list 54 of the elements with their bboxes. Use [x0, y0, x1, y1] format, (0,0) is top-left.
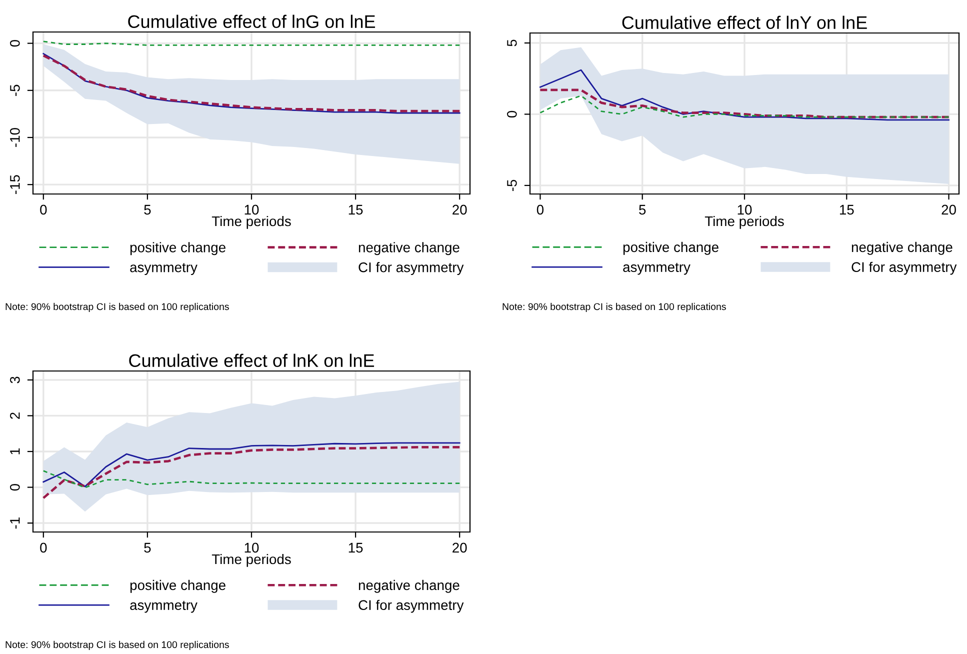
legend-label: positive change [130, 580, 226, 593]
text: CI for asymmetry [358, 262, 464, 275]
text: Note: 90% bootstrap CI is based on 100 replications [502, 302, 726, 312]
legend-label: negative change [358, 580, 460, 593]
legend-label: positive change [623, 242, 718, 255]
x-tick-label: 0 [40, 542, 47, 553]
x-axis-title: Time periods [704, 216, 784, 229]
chart-title: Cumulative effect of lnK on lnE [129, 354, 374, 368]
text: Note: 90% bootstrap CI is based on 100 replications [6, 640, 229, 650]
legend-label: asymmetry [130, 263, 198, 275]
x-tick-label: 20 [452, 204, 467, 215]
y-tick-label: 0 [10, 484, 20, 491]
y-tick-label: 0 [10, 40, 20, 47]
x-tick-label: 10 [244, 204, 259, 215]
x-tick-label: 10 [738, 204, 752, 215]
chart-title: Cumulative effect of lnG on lnE [128, 14, 376, 28]
line-series [42, 442, 460, 488]
chart-title: Cumulative effect of lnY on lnE [622, 16, 867, 30]
line-series [42, 446, 461, 500]
text: CI for asymmetry [358, 600, 464, 613]
x-tick-label: 15 [348, 204, 363, 215]
y-tick-label: 5 [507, 40, 517, 46]
line-series [42, 470, 460, 488]
legend-label: asymmetry [130, 600, 198, 613]
x-axis-title: Time periods [212, 216, 291, 229]
x-tick-label: 0 [536, 204, 544, 215]
text: Note: 90% bootstrap CI is based on 100 replications [6, 302, 229, 312]
text: CI for asymmetry [852, 262, 957, 275]
y-tick-label: -5 [507, 180, 517, 192]
x-tick-label: 20 [452, 542, 467, 553]
x-tick-label: 0 [40, 204, 47, 215]
y-tick-label: 0 [507, 110, 517, 118]
x-tick-label: 15 [840, 204, 854, 215]
legend-label: negative change [358, 242, 460, 256]
line-series [540, 69, 950, 121]
y-tick-label: 2 [10, 412, 20, 419]
y-tick-label: 3 [10, 376, 20, 384]
y-tick-label: -15 [10, 175, 20, 194]
x-tick-label: 5 [144, 542, 151, 553]
x-tick-label: 5 [144, 204, 151, 215]
x-tick-label: 15 [348, 542, 363, 553]
x-tick-label: 10 [244, 542, 259, 553]
y-tick-label: -10 [10, 128, 20, 147]
x-axis-title: Time periods [212, 554, 291, 567]
y-tick-label: -1 [10, 518, 20, 529]
legend-label: asymmetry [623, 262, 690, 275]
y-tick-label: -5 [10, 84, 20, 96]
legend-label: positive change [130, 242, 226, 256]
y-tick-label: 1 [10, 448, 20, 454]
x-tick-label: 20 [942, 204, 956, 215]
x-tick-label: 5 [639, 204, 646, 215]
line-series [539, 88, 950, 118]
legend-label: negative change [852, 242, 952, 255]
line-series [540, 94, 950, 118]
